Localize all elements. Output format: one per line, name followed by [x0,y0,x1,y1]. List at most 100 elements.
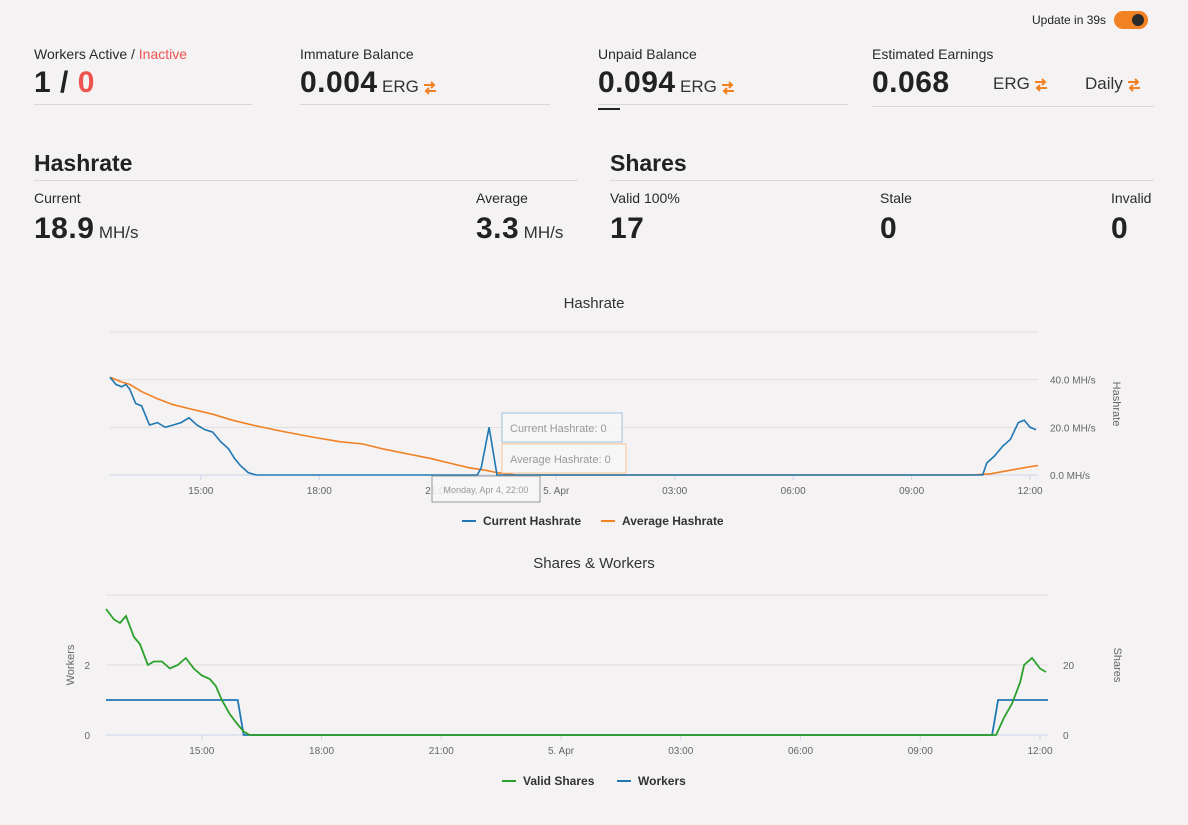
x-tick-label: 09:00 [908,746,933,757]
unpaid-balance-stat: Unpaid Balance 0.094 ERG [598,46,848,110]
hashrate-average: 3.3 MH/s [476,212,563,246]
tooltip-current: Current Hashrate: 0 [510,423,607,435]
hashrate-current-unit: MH/s [98,223,139,242]
y-axis-label: Hashrate [1110,382,1122,427]
earnings-unit: ERG [993,74,1030,93]
unpaid-unit: ERG [680,77,717,96]
tooltip-date: Monday, Apr 4, 22:00 [444,485,529,495]
x-tick-label: 03:00 [668,746,693,757]
underline-marker [598,108,620,110]
divider [34,180,578,181]
shares-stale-label: Stale [880,190,912,206]
hashrate-chart-title-wrap: Hashrate [0,295,1188,312]
immature-value: 0.004 [300,66,378,99]
immature-label: Immature Balance [300,46,414,62]
divider [34,104,252,105]
shares-invalid-label: Invalid [1111,190,1152,206]
workers-inactive-count: 0 [77,66,95,99]
hashrate-current-label: Current [34,190,81,206]
x-tick-label: 12:00 [1028,746,1053,757]
earnings-period: Daily [1085,74,1123,93]
x-tick-label: 5. Apr [543,486,570,497]
workers-stat: Workers Active / Inactive 1 / 0 [34,46,252,105]
hashrate-section: Hashrate Current 18.9 MH/s Average 3.3 M… [34,150,578,245]
earnings-label: Estimated Earnings [872,46,994,62]
x-tick-label: 21:00 [429,746,454,757]
x-tick-label: 15:00 [189,746,214,757]
earnings-value: 0.068 [872,66,950,99]
y-tick-label: 40.0 MH/s [1050,376,1096,387]
tooltip-date-box [431,475,541,503]
shares-section-title: Shares [610,150,687,176]
workers-active-count: 1 [34,66,52,99]
hashrate-current: 18.9 MH/s [34,212,139,246]
series-line-valid-shares [105,608,1047,736]
x-tick-label: 15:00 [188,486,213,497]
swap-arrows-icon[interactable] [1127,78,1141,92]
y-tick-label-right: 20 [1063,661,1075,672]
divider [610,180,1154,181]
divider [300,104,550,105]
shares-valid-value: 17 [610,212,645,245]
legend-current-hashrate: Current Hashrate [483,514,581,528]
earnings-unit-selector[interactable]: ERG [993,74,1048,94]
hashrate-chart: 0.0 MH/s 20.0 MH/s 40.0 MH/s Hashrate 15:00 1… [109,331,1122,528]
y-tick-label-left: 2 [84,661,90,672]
swap-arrows-icon[interactable] [1034,78,1048,92]
auto-update-toggle[interactable] [1114,11,1149,29]
estimated-earnings-stat: Estimated Earnings 0.068 ERG Daily [872,46,1154,107]
hashrate-average-value: 3.3 [476,212,520,245]
shares-chart-title-wrap: Shares & Workers [0,555,1188,572]
update-label: Update in 39s [1032,13,1107,27]
x-tick-label: 03:00 [662,486,687,497]
workers-value: 1 / 0 [34,66,252,100]
earnings-period-selector[interactable]: Daily [1085,74,1141,94]
legend-valid-shares: Valid Shares [523,774,595,788]
shares-valid-label: Valid 100% [610,190,680,206]
hashrate-average-unit: MH/s [523,223,564,242]
shares-stale-value: 0 [880,212,898,245]
x-tick-label: 06:00 [788,746,813,757]
x-tick-label: 18:00 [309,746,334,757]
workers-value-separator: / [60,66,69,99]
tooltip-average: Average Hashrate: 0 [510,454,611,466]
shares-invalid-value: 0 [1111,212,1129,245]
x-tick-label: 12:00 [1018,486,1043,497]
workers-inactive-label: Inactive [138,46,188,62]
series-line-current-hashrate [109,376,1037,476]
legend-workers: Workers [638,774,686,788]
x-tick-label: 18:00 [307,486,332,497]
x-tick-label: 06:00 [781,486,806,497]
tooltip-average-box [501,443,627,474]
shares-chart-title: Shares & Workers [533,555,655,572]
workers-label-separator: / [131,46,135,62]
y-tick-label: 20.0 MH/s [1050,423,1096,434]
legend-average-hashrate: Average Hashrate [622,514,724,528]
shares-section: Shares Valid 100% 17 Stale 0 Invalid 0 [610,150,1154,245]
swap-arrows-icon[interactable] [721,81,735,95]
immature-balance-stat: Immature Balance 0.004 ERG [300,46,550,105]
workers-active-label: Workers Active [34,46,128,62]
hashrate-section-title: Hashrate [34,150,133,176]
divider [598,104,848,105]
unpaid-label: Unpaid Balance [598,46,697,62]
hashrate-chart-title: Hashrate [563,295,625,312]
x-tick-label: 5. Apr [548,746,575,757]
workers-label: Workers Active / Inactive [34,46,252,62]
x-tick-label: 09:00 [899,486,924,497]
hashrate-average-label: Average [476,190,528,206]
hashrate-current-value: 18.9 [34,212,95,245]
swap-arrows-icon[interactable] [423,81,437,95]
y-axis-label-left: Workers [65,644,77,685]
update-timer: Update in 39s [1032,10,1149,30]
tooltip-current-box [501,412,623,443]
y-tick-label: 0.0 MH/s [1050,471,1090,482]
unpaid-value: 0.094 [598,66,676,99]
series-line-workers [106,699,1048,736]
y-axis-label-right: Shares [1111,648,1123,683]
immature-unit: ERG [382,77,419,96]
y-tick-label-right: 0 [1063,731,1069,742]
y-tick-label-left: 0 [84,731,90,742]
divider [872,106,1154,107]
